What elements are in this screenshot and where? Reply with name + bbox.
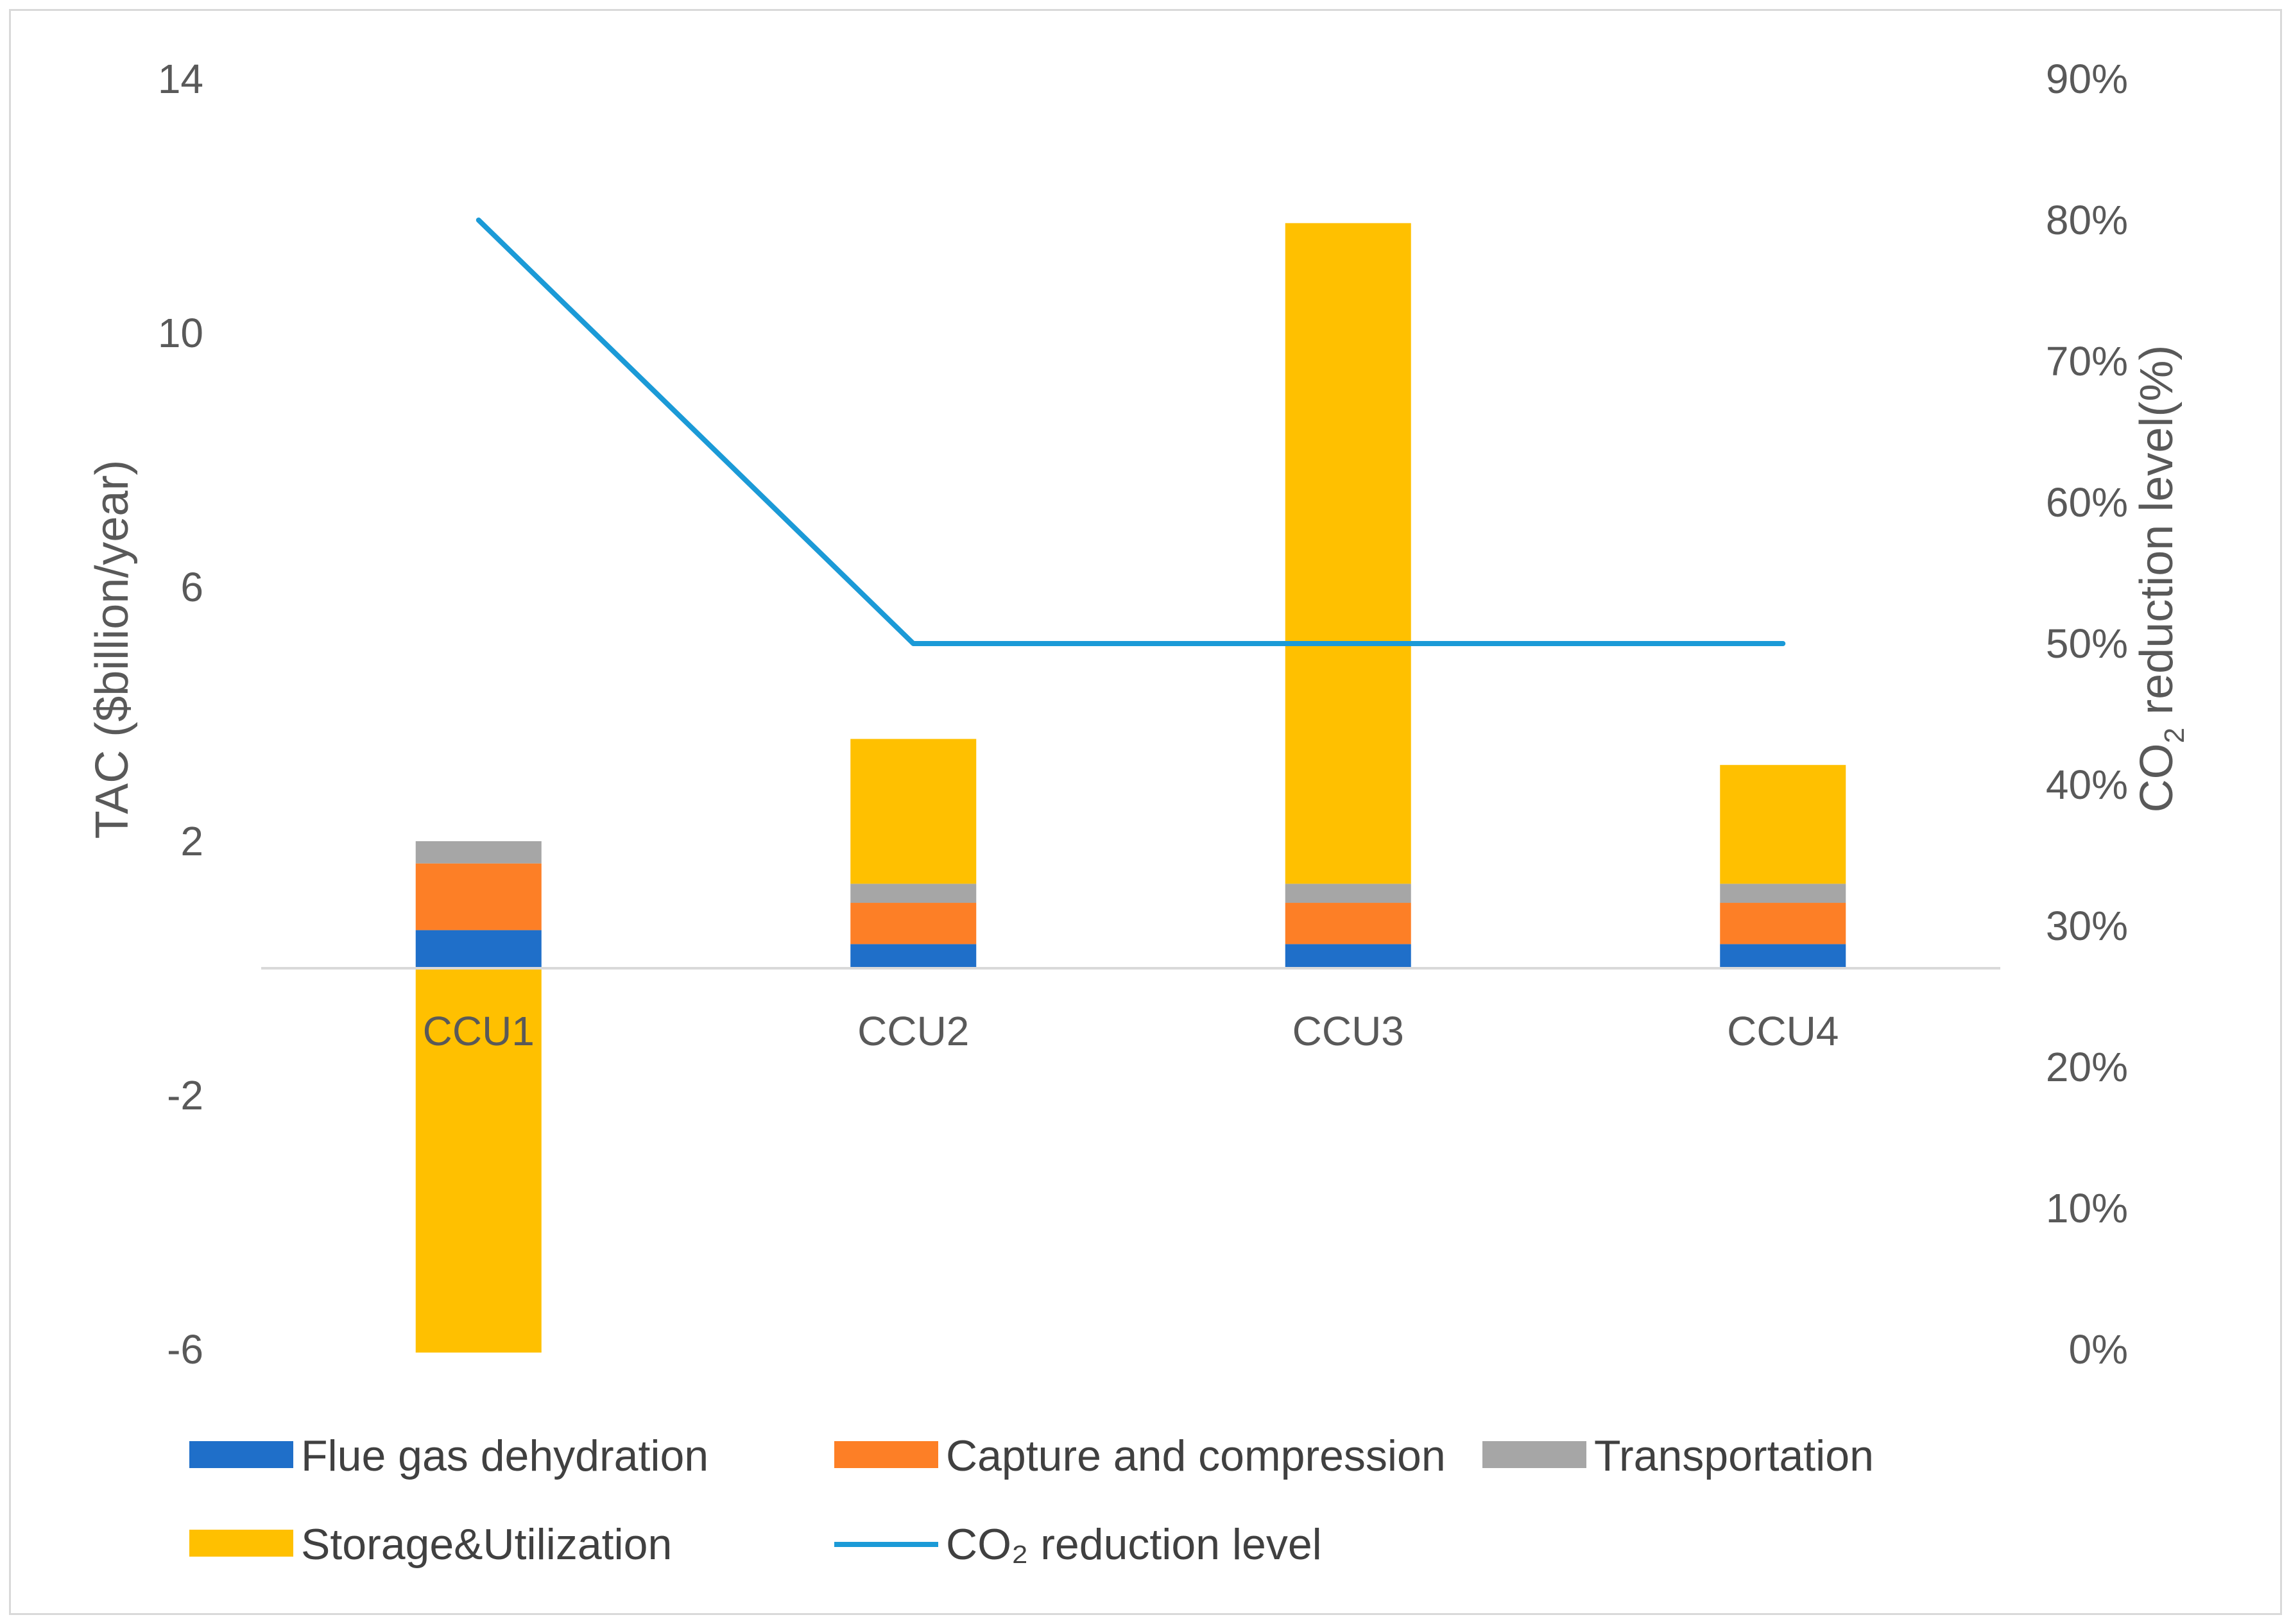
bar-segment	[850, 739, 977, 884]
bar-segment	[1285, 223, 1411, 884]
left-tick-label: -6	[167, 1326, 203, 1372]
left-tick-label: -2	[167, 1072, 203, 1118]
category-labels: CCU1 CCU2 CCU3 CCU4	[423, 1008, 1839, 1054]
legend-item-flue-gas: Flue gas dehydration	[189, 1432, 708, 1480]
left-tick-label: 2	[180, 818, 203, 864]
left-tick-label: 14	[158, 56, 203, 102]
bar-segment	[1720, 944, 1846, 968]
legend-item-co2-line: CO₂ reduction level	[834, 1520, 1322, 1569]
right-axis-title-pre: CO	[2131, 743, 2183, 812]
bar-segment	[415, 930, 542, 968]
legend-swatch-transportation	[1482, 1441, 1586, 1468]
category-label: CCU2	[857, 1008, 969, 1054]
right-tick-label: 10%	[2046, 1185, 2128, 1231]
legend-item-capture: Capture and compression	[834, 1432, 1446, 1480]
bar-segment	[850, 903, 977, 944]
chart: 14 10 6 2 -2 -6 90% 80% 70% 60% 50% 40% 30% 20% 10% 0%…	[87, 56, 2190, 1569]
legend-label-co2-line: CO₂ reduction level	[946, 1520, 1322, 1569]
bar-segment	[1720, 903, 1846, 944]
right-tick-label: 40%	[2046, 762, 2128, 808]
bar-segment	[1720, 884, 1846, 903]
left-tick-label: 6	[180, 564, 203, 610]
legend-label-flue-gas: Flue gas dehydration	[301, 1432, 708, 1480]
right-tick-label: 90%	[2046, 56, 2128, 102]
legend-swatch-capture	[834, 1441, 938, 1468]
legend-item-transportation: Transportation	[1482, 1432, 1874, 1480]
right-tick-label: 20%	[2046, 1044, 2128, 1090]
legend: Flue gas dehydration Capture and compres…	[189, 1432, 1874, 1569]
category-label: CCU3	[1292, 1008, 1404, 1054]
right-tick-label: 60%	[2046, 479, 2128, 526]
bar-segment	[415, 841, 542, 864]
left-axis-ticks: 14 10 6 2 -2 -6	[158, 56, 203, 1372]
line-series	[476, 218, 1786, 646]
right-tick-label: 0%	[2069, 1326, 2129, 1372]
bar-segment	[1720, 765, 1846, 884]
legend-label-storage: Storage&Utilization	[301, 1520, 672, 1569]
bar-segment	[1285, 944, 1411, 968]
right-tick-label: 30%	[2046, 903, 2128, 949]
bar-segment	[1285, 884, 1411, 903]
right-tick-label: 50%	[2046, 620, 2128, 667]
legend-label-capture: Capture and compression	[946, 1432, 1446, 1480]
right-tick-label: 70%	[2046, 338, 2128, 384]
bar-segment	[415, 968, 542, 1353]
legend-swatch-flue-gas	[189, 1441, 293, 1468]
legend-item-storage: Storage&Utilization	[189, 1520, 672, 1569]
bar-segment	[415, 863, 542, 930]
left-axis-title: TAC ($billion/year)	[87, 460, 138, 839]
category-label: CCU4	[1727, 1008, 1839, 1054]
bar-segment	[850, 944, 977, 968]
left-tick-label: 10	[158, 310, 203, 356]
bar-segment	[850, 884, 977, 903]
category-label: CCU1	[423, 1008, 535, 1054]
right-axis-title-sub: 2	[2159, 728, 2190, 743]
right-axis-title: CO2 reduction level(%)	[2131, 345, 2190, 813]
legend-swatch-storage	[189, 1530, 293, 1557]
right-tick-label: 80%	[2046, 197, 2128, 243]
bars	[415, 223, 1846, 1353]
co2-reduction-line	[476, 218, 1786, 646]
legend-label-transportation: Transportation	[1594, 1432, 1874, 1480]
right-axis-title-post: reduction level(%)	[2131, 345, 2183, 728]
right-axis-ticks: 90% 80% 70% 60% 50% 40% 30% 20% 10% 0%	[2046, 56, 2128, 1372]
chart-frame: 14 10 6 2 -2 -6 90% 80% 70% 60% 50% 40% 30% 20% 10% 0%…	[9, 9, 2282, 1615]
bar-segment	[1285, 903, 1411, 944]
